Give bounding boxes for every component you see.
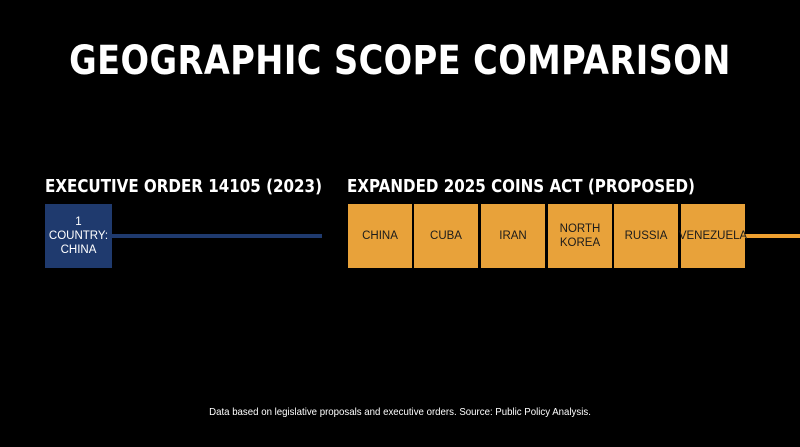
executive-order-label: EXECUTIVE ORDER 14105 (2023) [45,176,322,197]
country-box-line2: KOREA [559,237,601,249]
executive-order-box-line2: CHINA [60,244,97,256]
coins-act-label: EXPANDED 2025 COINS ACT (PROPOSED) [347,176,695,197]
country-box-china: CHINA [348,204,412,268]
coins-act-connector-line [745,234,800,238]
source-footnote: Data based on legislative proposals and … [209,406,591,418]
executive-order-connector-line [112,234,322,238]
country-box-iran: IRAN [481,204,545,268]
country-box-line1: IRAN [499,230,527,242]
country-box-line1: NORTH [559,223,601,235]
country-box-line1: CUBA [430,230,462,242]
page-title: GEOGRAPHIC SCOPE COMPARISON [69,38,731,84]
country-box-cuba: CUBA [414,204,478,268]
executive-order-box-line1: 1 COUNTRY: [48,216,109,242]
executive-order-country-box: 1 COUNTRY: CHINA [45,204,112,268]
country-box-line1: CHINA [362,230,398,242]
country-box-russia: RUSSIA [614,204,678,268]
country-box-line1: RUSSIA [624,230,668,242]
country-box-north-korea: NORTH KOREA [548,204,612,268]
country-box-venezuela: VENEZUELA [678,204,748,268]
country-box-line1: VENEZUELA [678,230,748,242]
